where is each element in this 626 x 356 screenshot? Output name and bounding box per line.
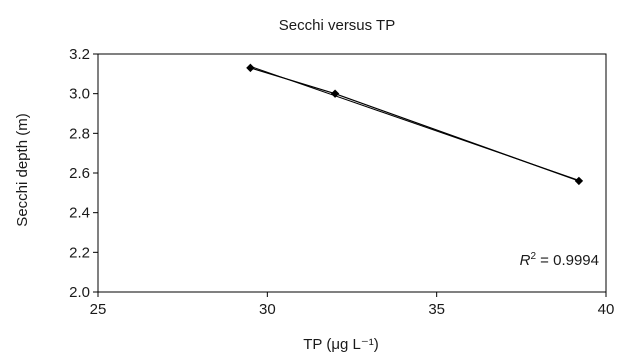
data-point-marker	[574, 176, 584, 186]
x-tick-label: 35	[428, 301, 445, 318]
y-tick-label: 3.0	[69, 86, 90, 103]
x-tick-label: 40	[598, 301, 615, 318]
series-line	[250, 67, 580, 182]
chart-title: Secchi versus TP	[279, 17, 395, 34]
x-tick-label: 25	[90, 301, 107, 318]
data-point-marker	[330, 89, 340, 98]
y-tick-label: 3.2	[69, 46, 90, 63]
x-tick-label: 30	[259, 301, 276, 318]
y-axis-ticks: 2.0 2.2 2.4 2.6 2.8 3.0 3.2	[69, 46, 98, 301]
x-axis-ticks: 25 30 35 40	[90, 292, 615, 318]
markers-group	[246, 63, 584, 186]
series-line-group	[250, 67, 580, 182]
y-tick-label: 2.6	[69, 165, 90, 182]
r-value: = 0.9994	[536, 252, 599, 269]
y-tick-label: 2.8	[69, 125, 90, 142]
r-letter: R	[520, 252, 531, 269]
data-point-marker	[246, 63, 255, 73]
r-superscript: 2	[530, 251, 536, 262]
r-squared-annotation: R2 = 0.9994	[520, 251, 599, 269]
x-axis-title: TP (μg L⁻¹)	[303, 336, 378, 353]
y-tick-label: 2.0	[69, 284, 90, 301]
y-tick-label: 2.4	[69, 205, 90, 222]
y-tick-label: 2.2	[69, 244, 90, 261]
y-axis-title: Secchi depth (m)	[14, 113, 31, 226]
